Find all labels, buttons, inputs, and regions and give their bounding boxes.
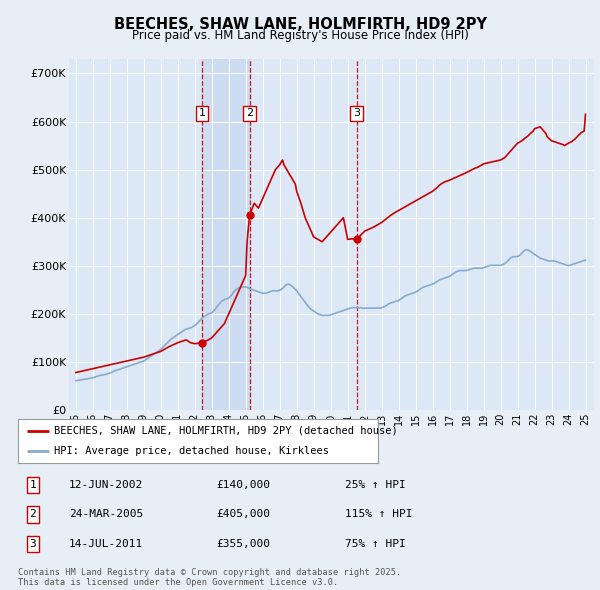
- Text: 14-JUL-2011: 14-JUL-2011: [69, 539, 143, 549]
- Text: 75% ↑ HPI: 75% ↑ HPI: [345, 539, 406, 549]
- Text: £355,000: £355,000: [216, 539, 270, 549]
- Text: HPI: Average price, detached house, Kirklees: HPI: Average price, detached house, Kirk…: [54, 446, 329, 456]
- Text: 1: 1: [29, 480, 37, 490]
- Text: 1: 1: [199, 109, 206, 119]
- Text: 24-MAR-2005: 24-MAR-2005: [69, 510, 143, 519]
- Text: Contains HM Land Registry data © Crown copyright and database right 2025.
This d: Contains HM Land Registry data © Crown c…: [18, 568, 401, 587]
- Text: 3: 3: [29, 539, 37, 549]
- Text: 25% ↑ HPI: 25% ↑ HPI: [345, 480, 406, 490]
- Text: 2: 2: [246, 109, 253, 119]
- Bar: [202, 59, 250, 410]
- Text: 12-JUN-2002: 12-JUN-2002: [69, 480, 143, 490]
- Text: 3: 3: [353, 109, 360, 119]
- Text: BEECHES, SHAW LANE, HOLMFIRTH, HD9 2PY: BEECHES, SHAW LANE, HOLMFIRTH, HD9 2PY: [113, 17, 487, 31]
- Text: £140,000: £140,000: [216, 480, 270, 490]
- Text: 2: 2: [29, 510, 37, 519]
- Text: BEECHES, SHAW LANE, HOLMFIRTH, HD9 2PY (detached house): BEECHES, SHAW LANE, HOLMFIRTH, HD9 2PY (…: [54, 426, 398, 436]
- Text: £405,000: £405,000: [216, 510, 270, 519]
- Text: 115% ↑ HPI: 115% ↑ HPI: [345, 510, 413, 519]
- Text: Price paid vs. HM Land Registry's House Price Index (HPI): Price paid vs. HM Land Registry's House …: [131, 30, 469, 42]
